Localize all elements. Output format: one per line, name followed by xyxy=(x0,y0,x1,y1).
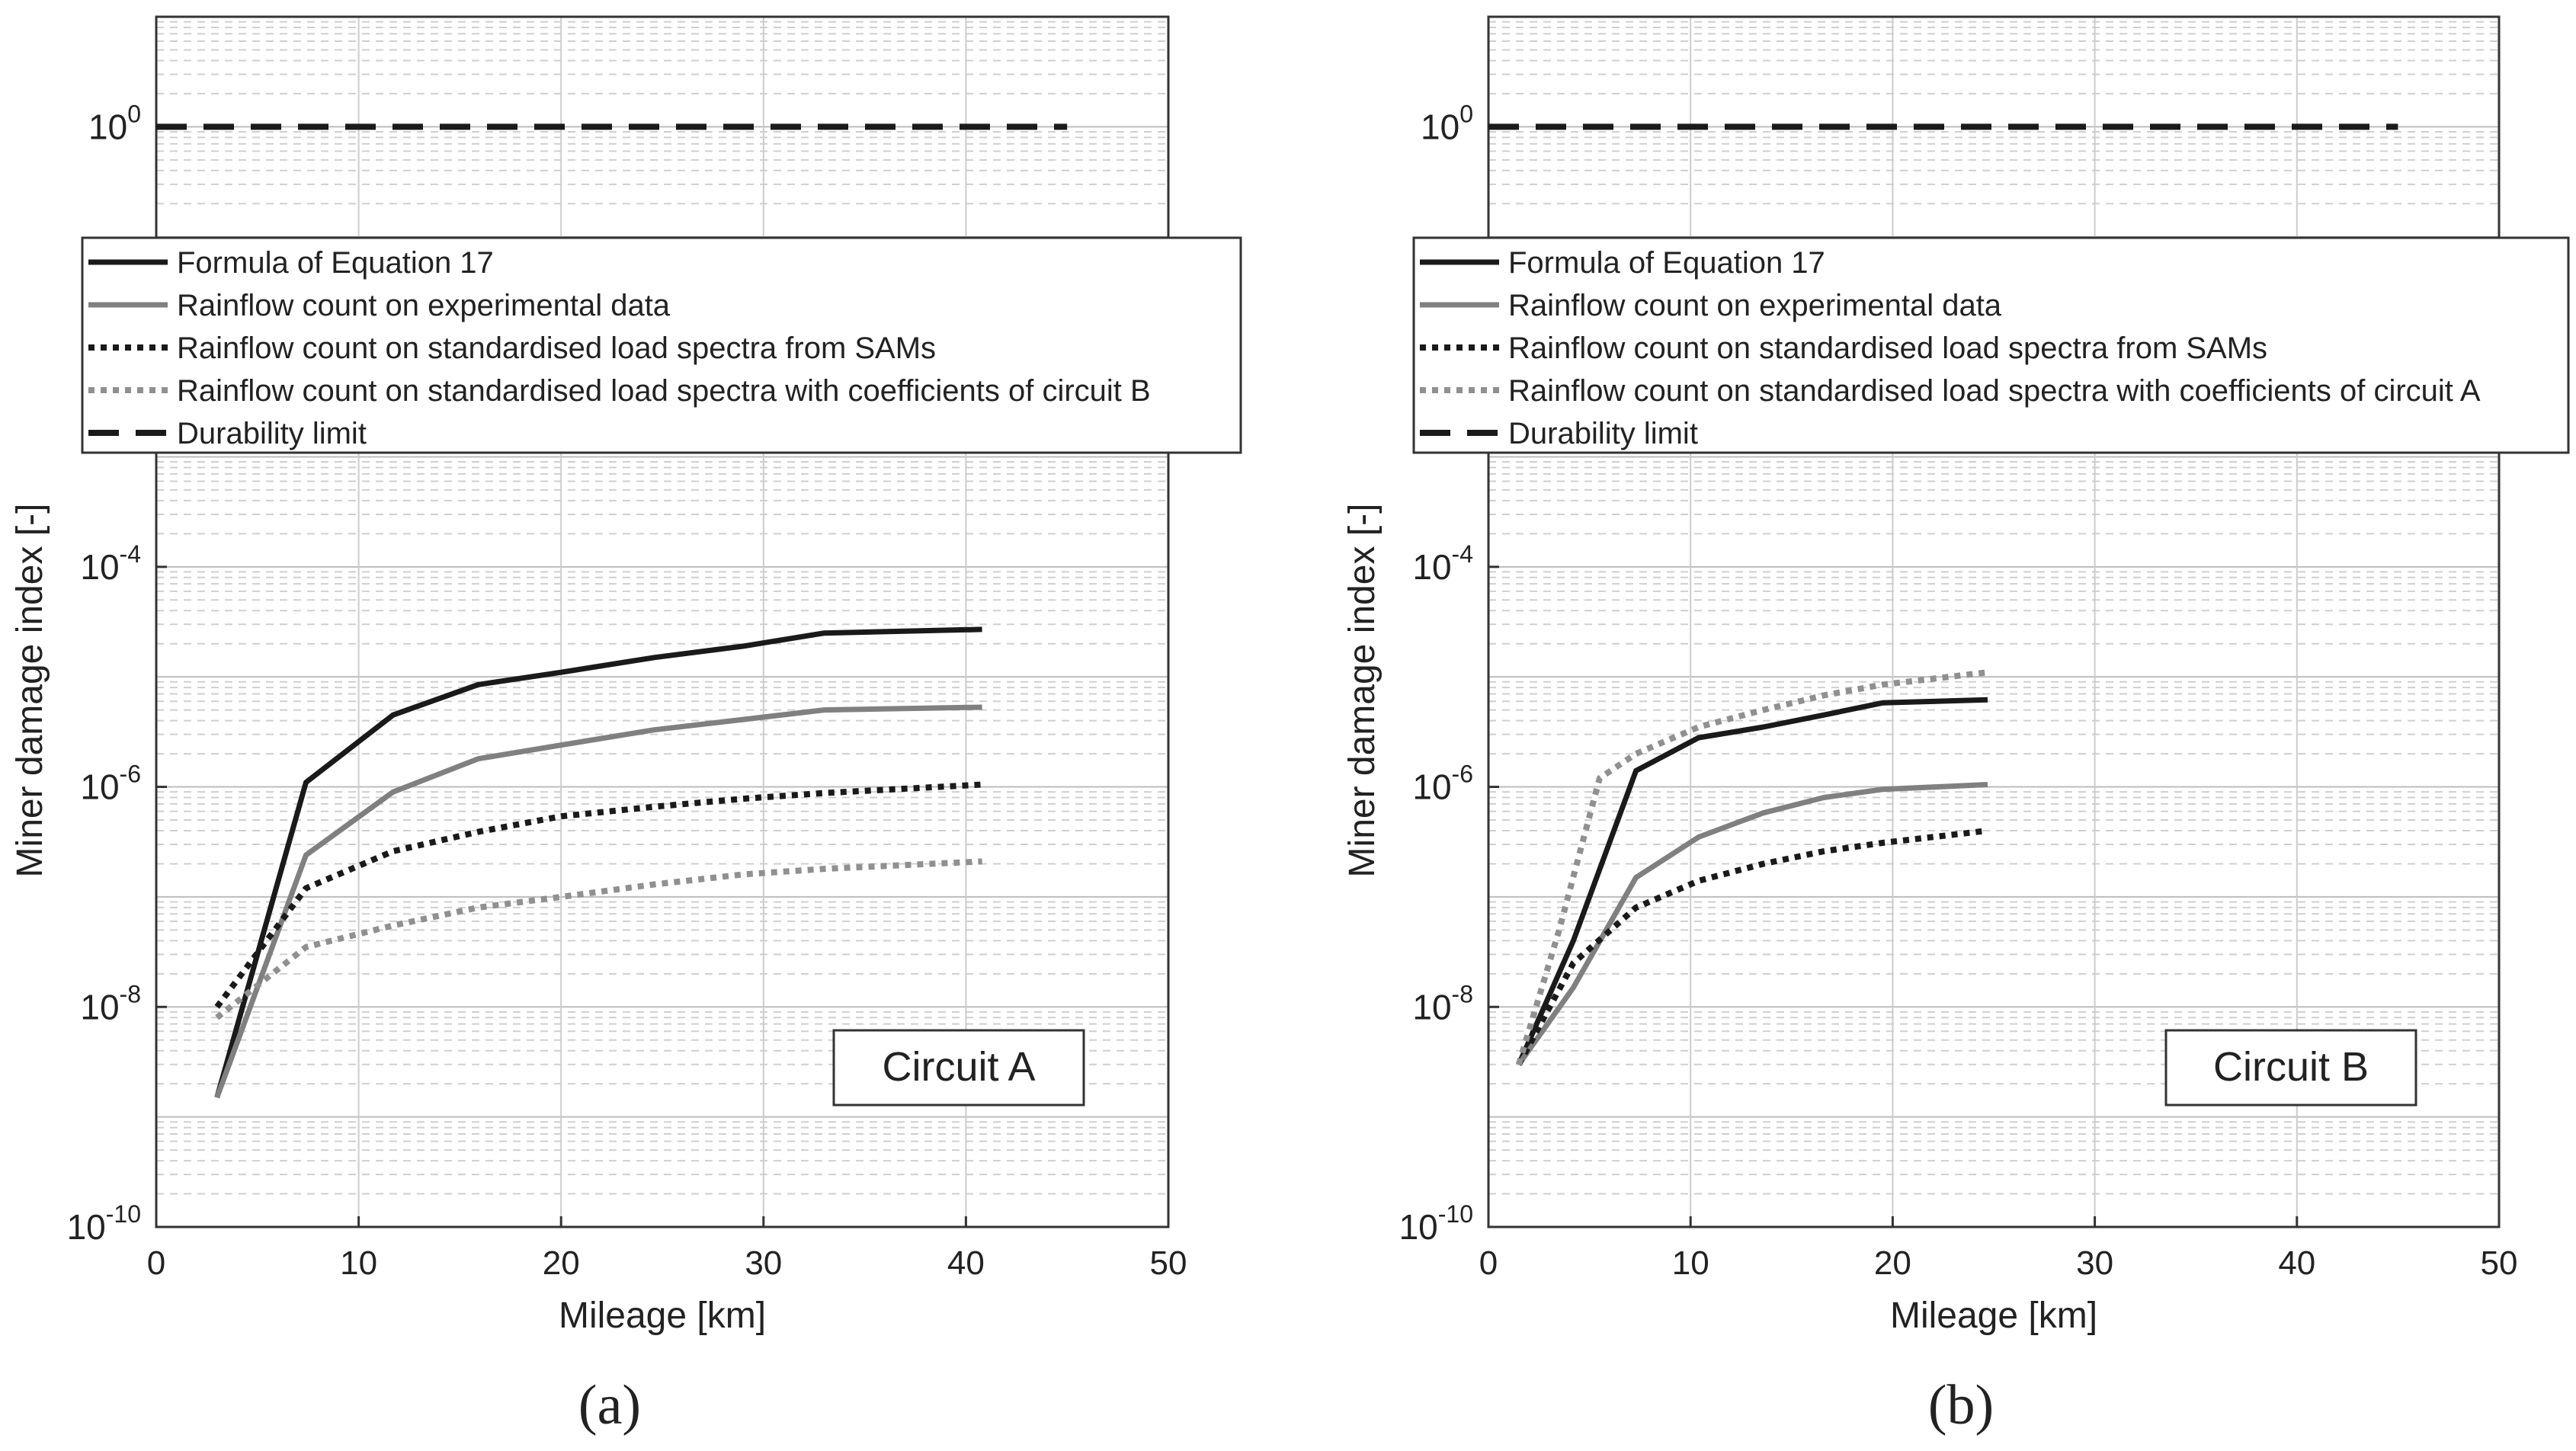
legend-label-5: Durability limit xyxy=(177,417,367,450)
y-tick-label: 10-10 xyxy=(1399,1200,1473,1247)
x-tick-label: 10 xyxy=(1672,1244,1709,1282)
legend-label-5: Durability limit xyxy=(1508,417,1698,450)
panel-label: (b) xyxy=(1928,1374,1994,1437)
x-tick-label: 0 xyxy=(147,1244,165,1282)
x-tick-label: 10 xyxy=(340,1244,377,1282)
y-axis-label: Miner damage index [-] xyxy=(1342,504,1383,878)
y-tick-label: 10-4 xyxy=(1412,540,1473,587)
series-group xyxy=(156,123,1068,1099)
annotation-box xyxy=(832,1029,1085,1107)
series-line-1 xyxy=(214,626,982,1099)
annotation-box xyxy=(2164,1029,2417,1107)
series-line-2 xyxy=(1516,782,1988,1066)
x-tick-label: 50 xyxy=(2481,1244,2518,1282)
legend-label-3: Rainflow count on standardised load spec… xyxy=(1508,332,2267,365)
y-tick-label: 10-8 xyxy=(80,980,141,1027)
y-axis-label: Miner damage index [-] xyxy=(10,504,50,878)
y-tick-base: 10 xyxy=(80,987,119,1027)
x-tick-label: 50 xyxy=(1150,1244,1187,1282)
circuit-annotation: Circuit A xyxy=(882,1044,1035,1090)
y-tick-label: 10-4 xyxy=(80,540,141,587)
legend-label-1: Formula of Equation 17 xyxy=(177,246,494,280)
y-tick-exponent: -8 xyxy=(1452,980,1473,1007)
y-tick-base: 10 xyxy=(1421,107,1459,146)
legend-label-4: Rainflow count on standardised load spec… xyxy=(177,374,1151,408)
legend-label-2: Rainflow count on experimental data xyxy=(177,289,671,322)
y-tick-exponent: 0 xyxy=(1459,100,1473,127)
x-tick-label: 30 xyxy=(745,1244,782,1282)
legend-box xyxy=(81,236,1242,454)
y-tick-base: 10 xyxy=(1412,987,1451,1027)
x-tick-label: 20 xyxy=(543,1244,580,1282)
plot-area xyxy=(156,17,1168,1227)
legend: Formula of Equation 17 Rainflow count on … xyxy=(81,236,1242,454)
x-axis-label: Mileage [km] xyxy=(559,1296,766,1336)
series-line-1 xyxy=(1516,697,1988,1066)
series-line-2 xyxy=(214,704,982,1099)
y-tick-exponent: -6 xyxy=(1452,761,1473,788)
panel-label: (a) xyxy=(578,1374,641,1437)
axes-frame xyxy=(1487,15,2501,1228)
y-tick-exponent: -6 xyxy=(120,761,141,788)
y-tick-exponent: -8 xyxy=(120,980,141,1007)
y-tick-label: 10-6 xyxy=(80,761,141,807)
y-tick-exponent: -4 xyxy=(120,540,141,568)
plot-area xyxy=(1488,17,2499,1227)
y-tick-base: 10 xyxy=(67,1207,106,1247)
x-tick-label: 20 xyxy=(1874,1244,1911,1282)
y-tick-base: 10 xyxy=(1412,767,1451,807)
x-axis-label: Mileage [km] xyxy=(1890,1296,2097,1336)
legend: Formula of Equation 17 Rainflow count on … xyxy=(1412,236,2570,454)
y-tick-label: 10-8 xyxy=(1412,980,1473,1027)
y-tick-base: 10 xyxy=(1399,1207,1438,1247)
y-tick-base: 10 xyxy=(80,547,119,587)
y-tick-exponent: -10 xyxy=(106,1200,141,1228)
series-group xyxy=(1488,123,2398,1066)
axes-frame xyxy=(155,15,1170,1228)
y-tick-label: 100 xyxy=(88,100,141,146)
legend-label-2: Rainflow count on experimental data xyxy=(1508,289,2002,322)
circuit-annotation: Circuit B xyxy=(2213,1044,2369,1090)
legend-box xyxy=(1412,236,2570,454)
y-tick-exponent: -10 xyxy=(1438,1200,1473,1228)
y-tick-label: 10-6 xyxy=(1412,761,1473,807)
series-line-4 xyxy=(1515,669,1988,1065)
legend-label-4: Rainflow count on standardised load spec… xyxy=(1508,374,2481,408)
y-tick-base: 10 xyxy=(80,767,119,807)
legend-label-1: Formula of Equation 17 xyxy=(1508,246,1825,280)
y-tick-exponent: 0 xyxy=(127,100,141,127)
x-tick-label: 40 xyxy=(947,1244,985,1282)
y-tick-label: 100 xyxy=(1421,100,1473,146)
x-tick-label: 0 xyxy=(1479,1244,1498,1282)
series-line-3 xyxy=(214,781,982,1009)
y-tick-exponent: -4 xyxy=(1452,540,1473,568)
x-tick-label: 30 xyxy=(2076,1244,2113,1282)
y-tick-label: 10-10 xyxy=(67,1200,141,1247)
y-tick-base: 10 xyxy=(1412,547,1451,587)
series-line-4 xyxy=(215,858,982,1020)
legend-label-3: Rainflow count on standardised load spec… xyxy=(177,332,936,365)
y-tick-base: 10 xyxy=(88,107,127,146)
x-tick-label: 40 xyxy=(2278,1244,2315,1282)
